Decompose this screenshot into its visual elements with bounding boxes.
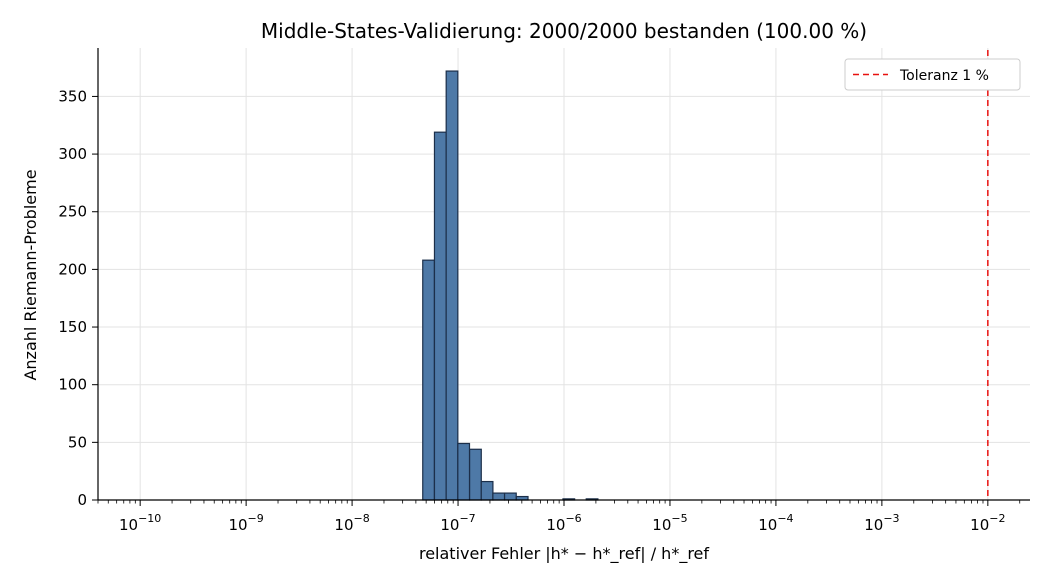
- histogram-bar: [457, 442, 471, 501]
- histogram-bar: [433, 131, 447, 501]
- x-tick-label: 10−6: [546, 512, 581, 534]
- x-tick-label: 10−7: [440, 512, 475, 534]
- axis-ticks: 10−10 10−9 10−8 10−7 10−6 10−5 10−4 10−3 10−2 0 50…: [58, 87, 1021, 534]
- y-tick-label: 50: [68, 433, 87, 451]
- legend: Toleranz 1 %: [844, 58, 1021, 91]
- y-tick-label: 300: [58, 145, 87, 163]
- x-axis-label: relativer Fehler |h* − h*_ref| / h*_ref: [419, 544, 709, 564]
- x-tick-label: 10−5: [652, 512, 687, 534]
- legend-label: Toleranz 1 %: [899, 68, 989, 84]
- histogram-bar: [492, 492, 506, 501]
- histogram-bars: [422, 70, 599, 501]
- y-tick-label: 250: [58, 203, 87, 221]
- x-tick-label: 10−3: [864, 512, 899, 534]
- y-tick-label: 0: [77, 491, 87, 509]
- y-tick-label: 200: [58, 260, 87, 278]
- histogram-bar: [422, 259, 435, 501]
- grid-lines: [98, 48, 1030, 500]
- histogram-bar: [445, 70, 459, 501]
- chart-title: Middle-States-Validierung: 2000/2000 bes…: [261, 19, 867, 43]
- histogram-bar: [480, 480, 494, 501]
- x-tick-label: 10−4: [758, 512, 793, 534]
- y-axis-label: Anzahl Riemann-Probleme: [21, 169, 40, 380]
- x-tick-label: 10−2: [970, 512, 1005, 534]
- x-tick-label: 10−8: [334, 512, 369, 534]
- x-tick-label: 10−9: [228, 512, 263, 534]
- x-tick-label: 10−10: [119, 512, 161, 534]
- histogram-bar: [469, 448, 482, 501]
- histogram-bar: [503, 492, 517, 501]
- y-tick-label: 350: [58, 87, 87, 105]
- y-tick-label: 100: [58, 376, 87, 394]
- legend-box: [844, 58, 1021, 91]
- y-tick-label: 150: [58, 318, 87, 336]
